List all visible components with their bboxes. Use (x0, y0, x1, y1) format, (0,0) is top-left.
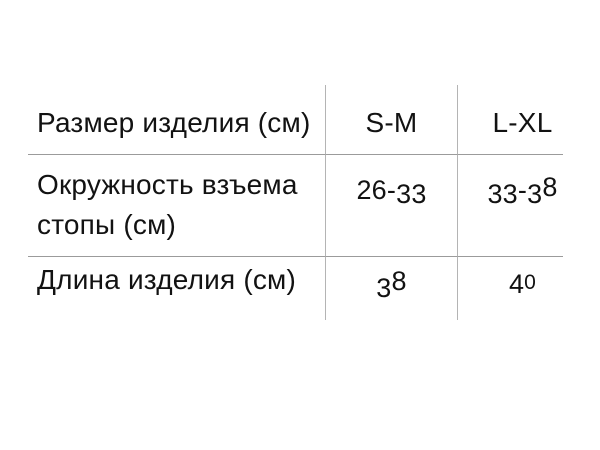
table-header-size-label: Размер изделия (см) (28, 85, 325, 155)
row-label-foot-girth: Окружность взъема стопы (см) (28, 155, 325, 257)
cell-product-length-l-xl: 40 (457, 257, 563, 320)
size-chart-table: Размер изделия (см) S-M L-XL Окружность … (28, 85, 563, 320)
row-label-foot-girth-text: Окружность взъема стопы (см) (37, 169, 298, 240)
row-label-product-length: Длина изделия (см) (37, 264, 297, 295)
cell-foot-girth-l-xl: 33-38 (457, 155, 563, 257)
table-header-cell-l-xl: L-XL (457, 85, 563, 155)
cell-foot-girth-s-m: 26-33 (325, 155, 457, 257)
cell-product-length-s-m: 38 (325, 257, 457, 320)
table-header-cell-s-m: S-M (325, 85, 457, 155)
